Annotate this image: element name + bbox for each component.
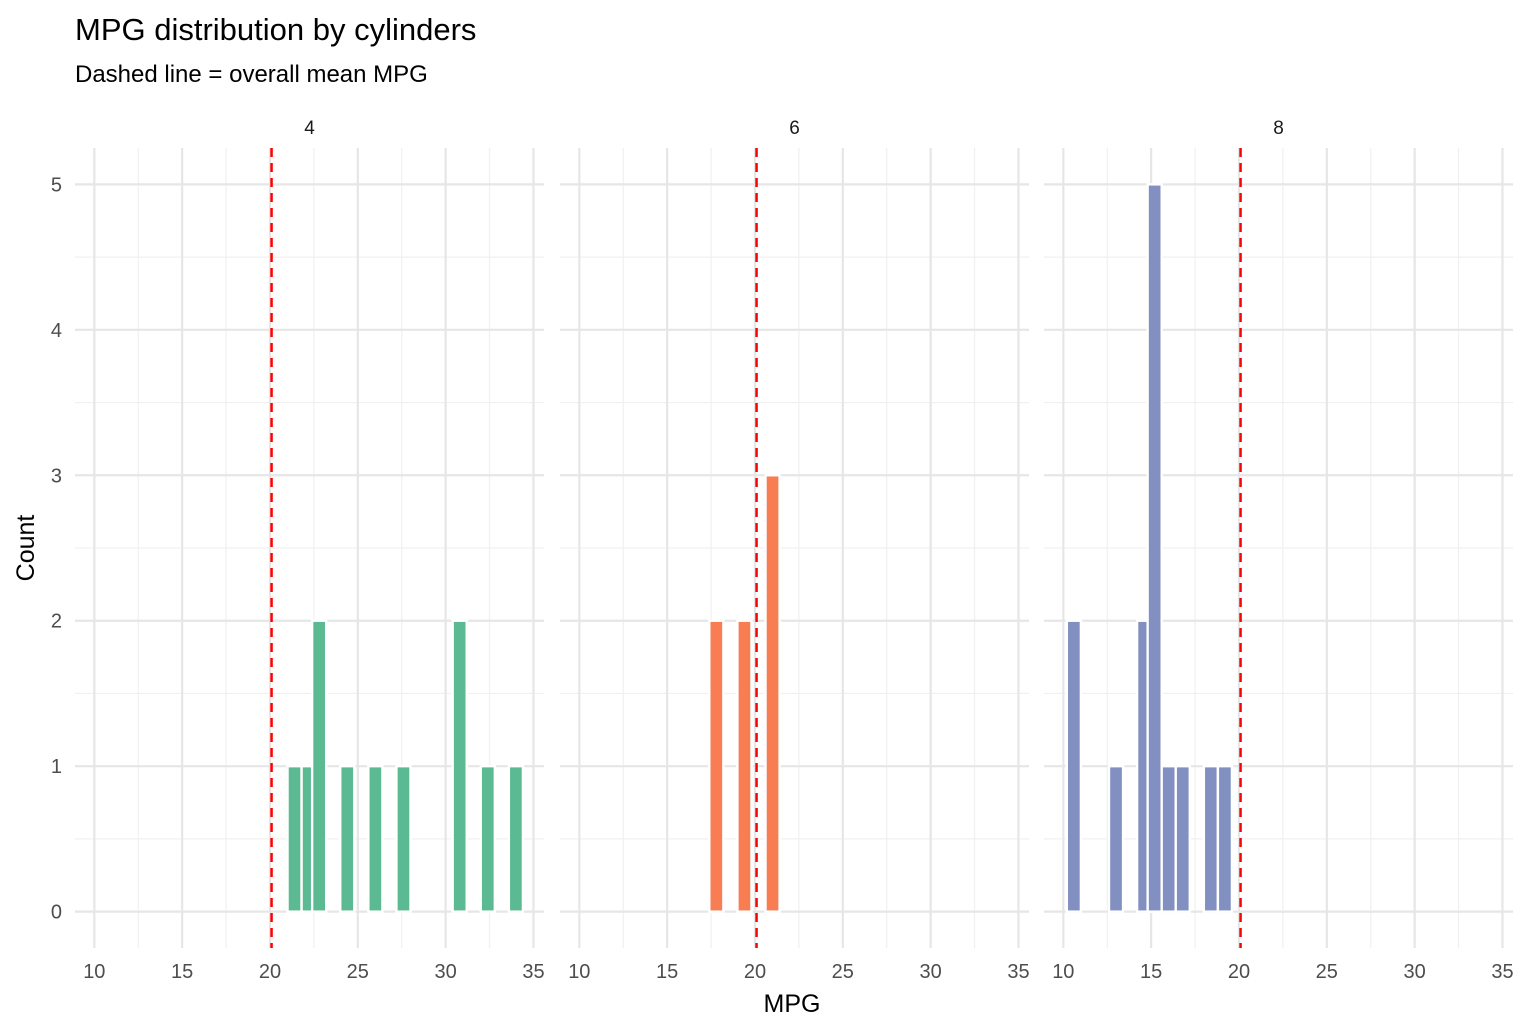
facet-strip-label: 6 [789, 118, 800, 139]
x-tick-label: 30 [920, 961, 942, 983]
x-tick-label: 35 [1491, 961, 1513, 983]
facet-panel-8: 8 10 15 20 25 30 35 [1044, 118, 1514, 983]
histogram-bar [310, 619, 328, 913]
x-tick-label: 25 [347, 961, 369, 983]
x-tick-label: 20 [744, 961, 766, 983]
histogram-bar [1202, 764, 1220, 913]
x-tick-label: 20 [259, 961, 281, 983]
x-tick-label: 15 [171, 961, 193, 983]
facet-strip-label: 8 [1273, 118, 1284, 139]
histogram-bar [1160, 764, 1177, 913]
y-tick-label: 1 [51, 756, 62, 778]
x-tick-label: 35 [522, 961, 544, 983]
y-axis-title: Count [12, 515, 40, 582]
histogram-bar [395, 764, 412, 913]
y-tick-label: 3 [51, 465, 62, 487]
histogram-bar [1107, 764, 1125, 913]
histogram-bar [1216, 764, 1234, 913]
y-tick-label: 0 [51, 902, 62, 924]
histogram-bar [1174, 764, 1191, 913]
chart-subtitle: Dashed line = overall mean MPG [75, 61, 428, 88]
x-tick-label: 15 [656, 961, 678, 983]
x-tick-label: 15 [1140, 961, 1162, 983]
x-tick-label: 10 [83, 961, 105, 983]
facet-panel-4: 4 10 15 20 25 30 35 [75, 118, 545, 983]
histogram-bar [1146, 183, 1163, 913]
y-tick-label: 4 [51, 320, 62, 342]
x-tick-label: 35 [1007, 961, 1029, 983]
histogram-bar [286, 764, 303, 913]
y-tick-label: 2 [51, 611, 62, 633]
x-tick-label: 20 [1228, 961, 1250, 983]
x-tick-label: 30 [1404, 961, 1426, 983]
facet-panels: 4 10 15 20 25 30 35 6 10 15 20 25 30 35 8 10 15 20 25 30 35 [75, 118, 1514, 983]
x-tick-label: 25 [1316, 961, 1338, 983]
chart-title: MPG distribution by cylinders [75, 12, 476, 47]
histogram-bar [339, 764, 356, 913]
histogram-bar [451, 619, 468, 913]
x-tick-label: 10 [568, 961, 590, 983]
histogram-bar [507, 764, 525, 913]
x-tick-label: 30 [435, 961, 457, 983]
x-tick-label: 25 [832, 961, 854, 983]
histogram-bar [1065, 619, 1083, 913]
histogram-bar [736, 619, 753, 913]
facet-strip-label: 4 [304, 118, 315, 139]
histogram-bar [479, 764, 497, 913]
facet-panel-6: 6 10 15 20 25 30 35 [560, 118, 1030, 983]
x-axis-title: MPG [764, 990, 821, 1018]
y-tick-label: 5 [51, 174, 62, 196]
histogram-bar [708, 619, 725, 913]
histogram-bar [367, 764, 384, 913]
x-tick-label: 10 [1052, 961, 1074, 983]
histogram-bar [764, 474, 781, 913]
y-axis-ticks: 0 1 2 3 4 5 [51, 174, 62, 923]
